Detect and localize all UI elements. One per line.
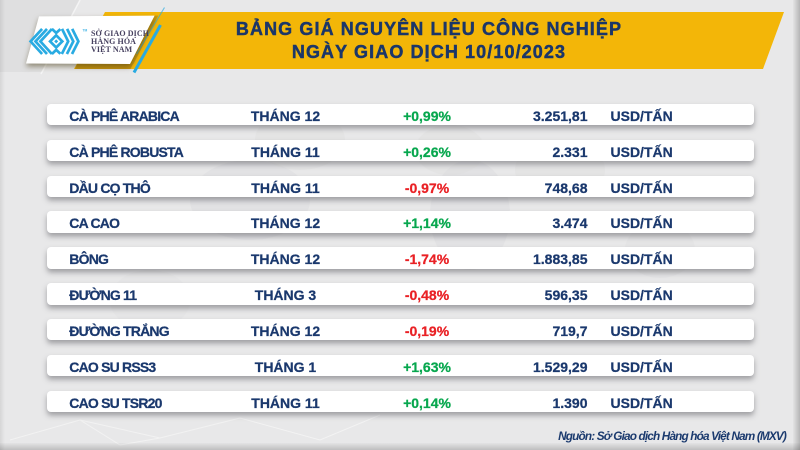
svg-text:TM: TM [83, 29, 88, 33]
